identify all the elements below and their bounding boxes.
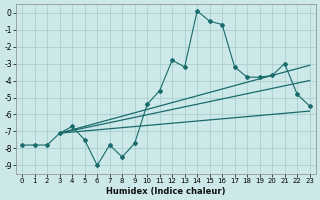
X-axis label: Humidex (Indice chaleur): Humidex (Indice chaleur) (106, 187, 226, 196)
